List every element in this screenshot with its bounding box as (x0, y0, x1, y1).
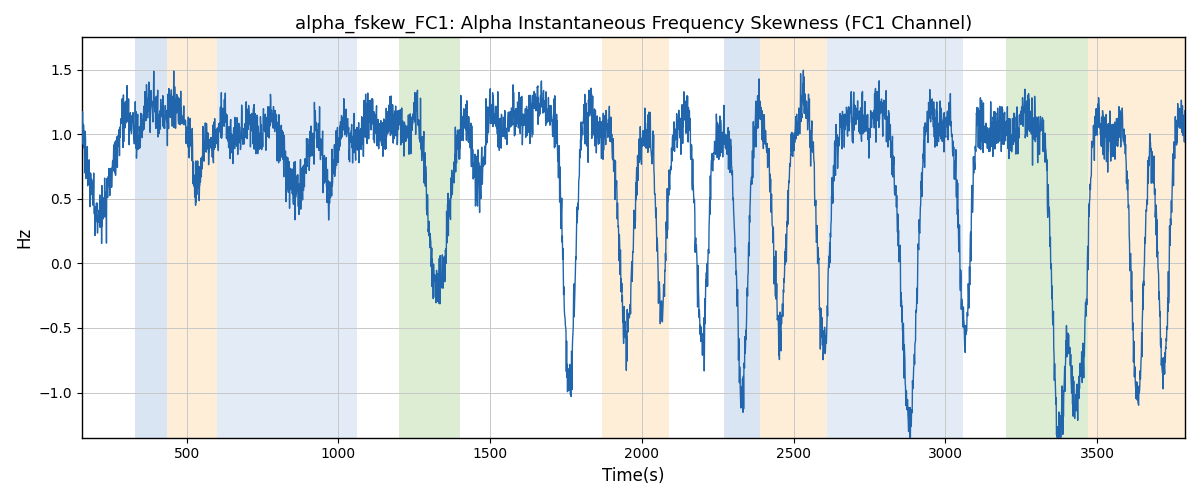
Bar (914, 38, 964, 438)
Bar (827, 38, 914, 438)
Bar (217, 38, 299, 438)
Bar (1088, 38, 1186, 438)
Bar (167, 38, 217, 438)
X-axis label: Time(s): Time(s) (602, 467, 665, 485)
Bar (136, 38, 167, 438)
Bar (299, 38, 356, 438)
Title: alpha_fskew_FC1: Alpha Instantaneous Frequency Skewness (FC1 Channel): alpha_fskew_FC1: Alpha Instantaneous Fre… (295, 15, 972, 34)
Bar (400, 38, 460, 438)
Bar (724, 38, 760, 438)
Bar (602, 38, 670, 438)
Bar (1006, 38, 1088, 438)
Y-axis label: Hz: Hz (14, 227, 32, 248)
Bar (760, 38, 827, 438)
